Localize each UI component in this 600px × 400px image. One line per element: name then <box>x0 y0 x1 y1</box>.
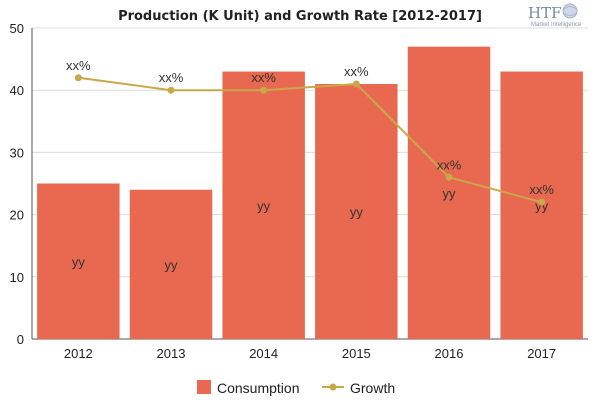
growth-point-2013 <box>167 86 175 94</box>
growth-label: xx% <box>437 157 462 172</box>
y-axis: 0 10 20 30 40 50 <box>10 21 24 347</box>
grid <box>31 27 588 340</box>
bar-2015 <box>315 83 398 339</box>
legend-label-consumption: Consumption <box>217 380 300 396</box>
growth-point-2017 <box>538 198 546 206</box>
bar-label: yy <box>165 257 179 272</box>
x-tick-label: 2015 <box>342 346 371 361</box>
growth-point-2014 <box>260 86 268 94</box>
legend-swatch-consumption <box>197 380 211 394</box>
growth-polyline <box>78 76 542 204</box>
y-tick-label: 0 <box>17 332 24 347</box>
y-tick-label: 30 <box>10 145 24 160</box>
bar-2014 <box>222 71 305 339</box>
growth-label: xx% <box>251 70 276 85</box>
logo-subtitle: Market Intelligence <box>531 22 582 28</box>
logo: HTF Market Intelligence <box>528 3 582 28</box>
growth-label: xx% <box>529 182 554 197</box>
growth-line: xx% xx% xx% xx% xx% xx% <box>66 58 554 206</box>
growth-point-2015 <box>352 80 360 88</box>
growth-label: xx% <box>344 64 369 79</box>
x-tick-label: 2013 <box>157 346 186 361</box>
y-tick-label: 20 <box>10 208 24 223</box>
y-tick-label: 10 <box>10 270 24 285</box>
legend-label-growth: Growth <box>350 380 395 396</box>
y-tick-label: 50 <box>10 21 24 36</box>
bar-2012 <box>37 183 120 339</box>
bar-label: yy <box>443 186 457 201</box>
bar-2013 <box>129 189 213 339</box>
growth-label: xx% <box>66 58 91 73</box>
x-tick-label: 2014 <box>249 346 278 361</box>
x-tick-label: 2012 <box>64 346 93 361</box>
bar-label: yy <box>72 254 86 269</box>
x-axis: 2012 2013 2014 2015 2016 2017 <box>64 346 556 361</box>
growth-label: xx% <box>159 70 184 85</box>
growth-point-2012 <box>74 74 82 82</box>
legend-swatch-growth-dot <box>329 383 337 391</box>
growth-point-2016 <box>445 173 453 181</box>
bars <box>37 46 583 339</box>
bar-label: yy <box>257 198 271 213</box>
bar-label: yy <box>350 204 364 219</box>
chart-title: Production (K Unit) and Growth Rate [201… <box>118 9 482 24</box>
legend: Consumption Growth <box>197 380 395 396</box>
bar-2016 <box>407 46 491 339</box>
logo-text: HTF <box>528 4 562 22</box>
x-tick-label: 2017 <box>527 346 556 361</box>
x-tick-label: 2016 <box>435 346 464 361</box>
y-tick-label: 40 <box>10 83 24 98</box>
globe-icon <box>562 3 578 19</box>
